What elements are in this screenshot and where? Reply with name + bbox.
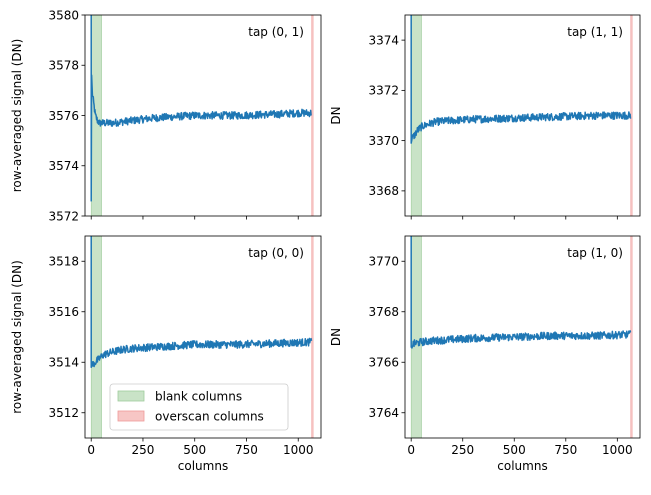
y-tick-label: 3576: [48, 109, 79, 123]
tap-label: tap (0, 1): [248, 25, 304, 39]
x-axis-label: columns: [178, 459, 228, 473]
y-tick-label: 3770: [368, 255, 399, 269]
x-tick-label: 750: [235, 443, 258, 457]
legend-swatch: [117, 390, 145, 402]
legend-box: [109, 383, 289, 431]
series-line-1: [90, 15, 312, 202]
subplot-4: 0 250 500 750 1000 3764 3766 3768 3770 tap (1, 0)…: [329, 235, 641, 473]
tap-label: tap (1, 1): [567, 25, 623, 39]
tap-label: tap (0, 0): [248, 246, 304, 260]
axes-frame: [404, 235, 641, 439]
y-tick-label: 3372: [368, 84, 399, 98]
x-tick-label: 0: [407, 443, 415, 457]
y-tick-label: 3572: [48, 209, 79, 223]
overscan-columns-span: [311, 15, 314, 216]
legend-label: blank columns: [155, 390, 242, 404]
x-tick-label: 500: [183, 443, 206, 457]
series-line-1: [410, 15, 632, 144]
subplot-2: 3368 3370 3372 3374 tap (1, 1) DN: [329, 14, 641, 220]
y-tick-label: 3370: [368, 134, 399, 148]
axes-frame: [404, 14, 641, 217]
legend-label: overscan columns: [155, 410, 264, 424]
y-tick-label: 3514: [48, 356, 79, 370]
y-tick-label: 3574: [48, 159, 79, 173]
legend: blank columns overscan columns: [109, 383, 289, 431]
x-tick-label: 0: [87, 443, 95, 457]
series-line-1: [410, 236, 632, 349]
y-axis-label: DN: [329, 106, 343, 124]
x-tick-label: 250: [132, 443, 155, 457]
plot-area: [90, 236, 314, 438]
plot-area: [410, 15, 633, 216]
y-tick-label: 3516: [48, 305, 79, 319]
tap-label: tap (1, 0): [567, 246, 623, 260]
plot-area: [90, 15, 314, 216]
y-axis-label: row-averaged signal (DN): [10, 260, 24, 414]
x-tick-label: 750: [554, 443, 577, 457]
x-axis-label: columns: [497, 459, 547, 473]
overscan-columns-span: [311, 236, 314, 438]
x-tick-label: 1000: [283, 443, 314, 457]
overscan-columns-span: [630, 236, 633, 438]
y-tick-label: 3578: [48, 59, 79, 73]
y-tick-label: 3374: [368, 33, 399, 47]
plot-area: [410, 236, 633, 438]
legend-swatch: [117, 410, 145, 422]
subplot-3: 0 250 500 750 1000 3512 3514 3516 3518 tap (0, 0)…: [10, 235, 322, 473]
axes-frame: [84, 235, 322, 439]
x-tick-label: 250: [451, 443, 474, 457]
y-tick-label: 3766: [368, 356, 399, 370]
y-tick-label: 3368: [368, 184, 399, 198]
subplot-1: 3572 3574 3576 3578 3580 tap (0, 1) row-averag…: [10, 8, 322, 223]
y-axis-label: DN: [329, 328, 343, 346]
y-tick-label: 3580: [48, 8, 79, 22]
y-axis-label: row-averaged signal (DN): [10, 39, 24, 193]
blank-columns-span: [410, 15, 422, 216]
x-tick-label: 1000: [602, 443, 633, 457]
y-tick-label: 3512: [48, 406, 79, 420]
y-tick-label: 3518: [48, 255, 79, 269]
x-tick-label: 500: [503, 443, 526, 457]
blank-columns-span: [410, 236, 422, 438]
y-tick-label: 3764: [368, 406, 399, 420]
blank-columns-span: [90, 236, 102, 438]
y-tick-label: 3768: [368, 305, 399, 319]
series-line-1: [90, 236, 313, 369]
